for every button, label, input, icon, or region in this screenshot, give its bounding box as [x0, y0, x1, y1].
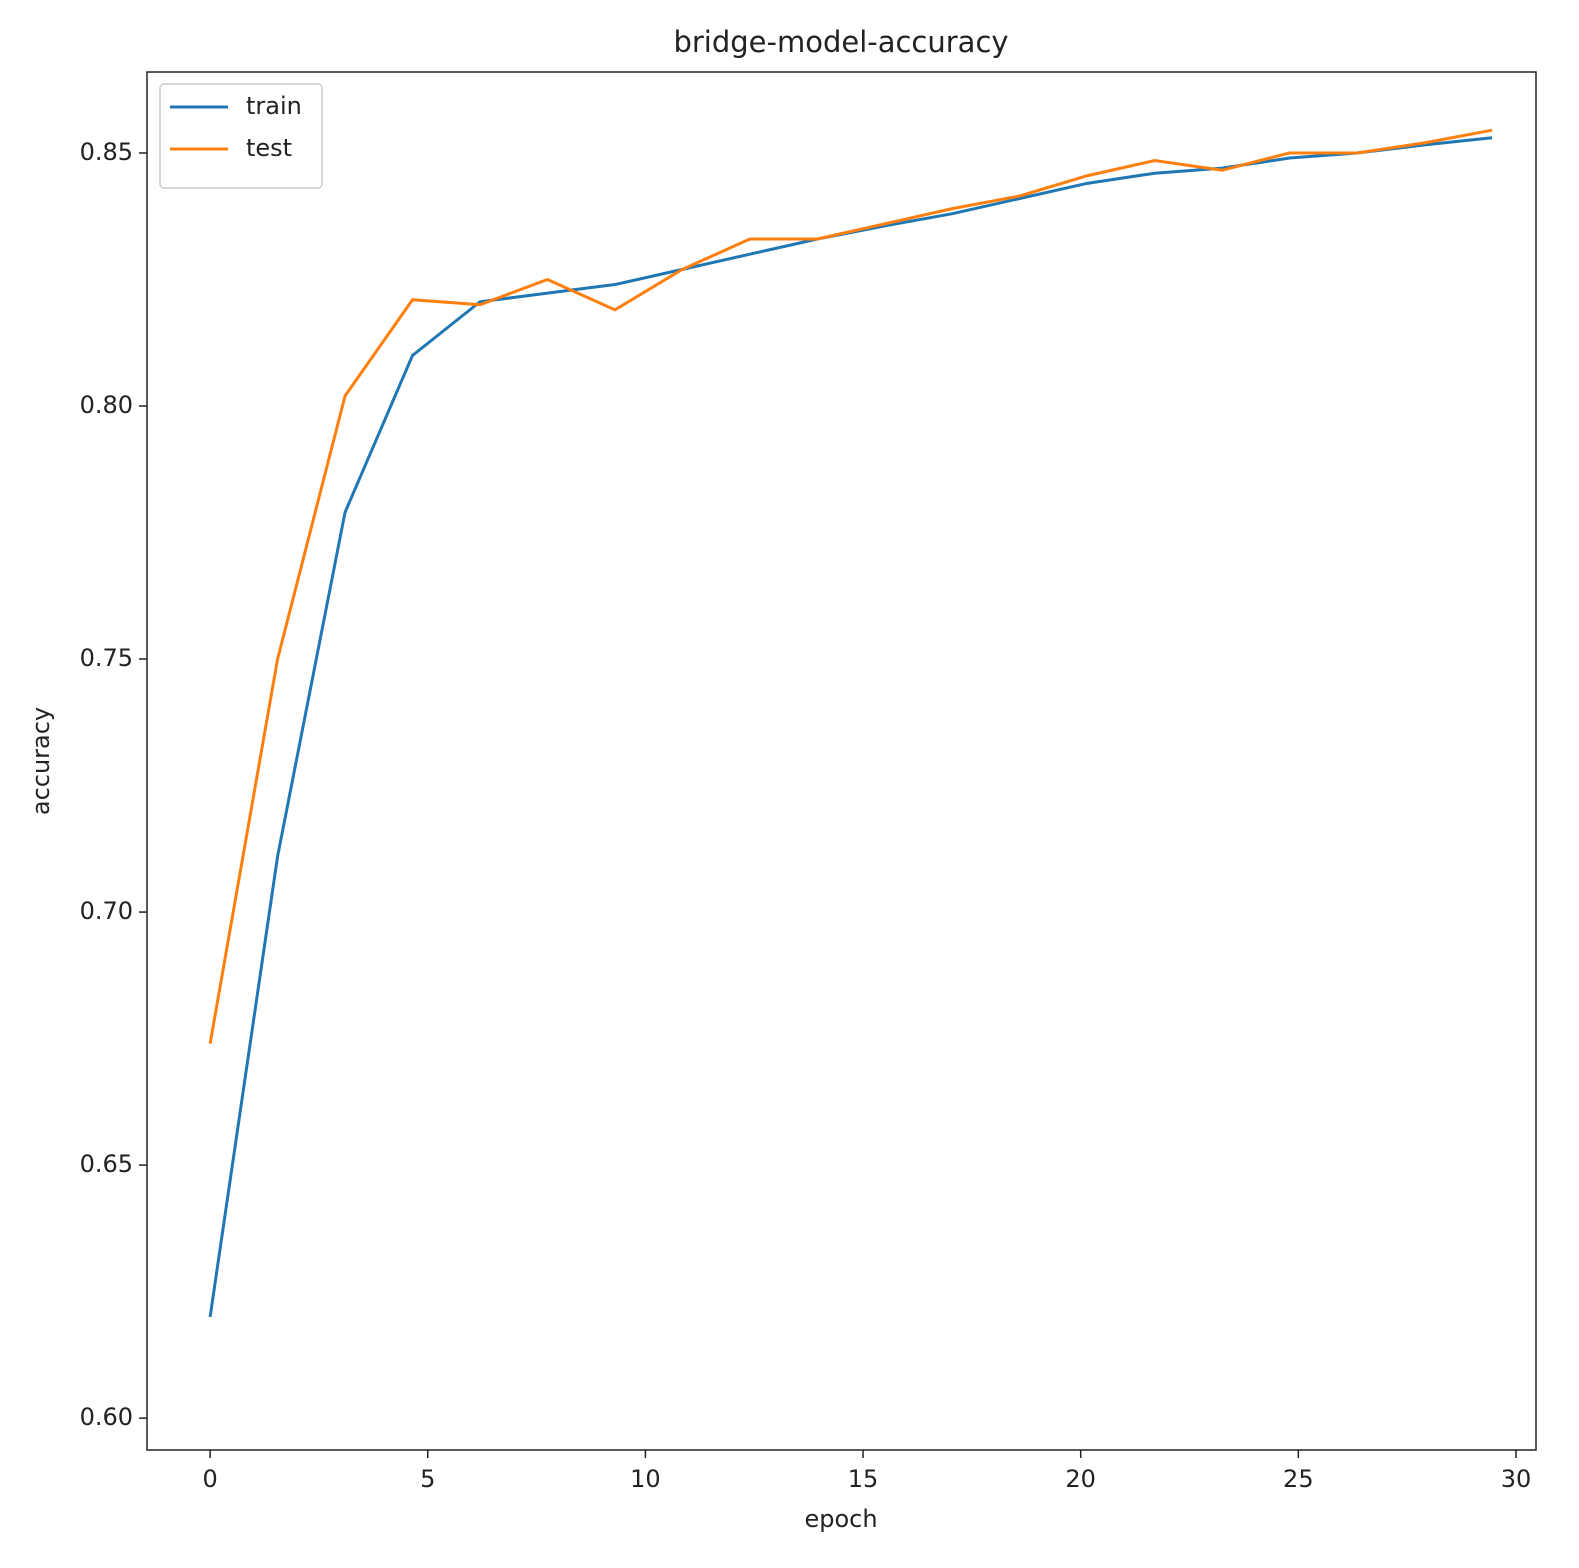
x-tick-label: 0: [202, 1465, 217, 1493]
x-tick-label: 5: [420, 1465, 435, 1493]
y-tick-label: 0.75: [80, 644, 133, 672]
x-tick-label: 10: [630, 1465, 661, 1493]
x-tick-label: 20: [1065, 1465, 1096, 1493]
x-tick-label: 30: [1501, 1465, 1532, 1493]
y-axis-label: accuracy: [27, 707, 55, 815]
y-tick-label: 0.80: [80, 391, 133, 419]
x-tick-label: 15: [848, 1465, 879, 1493]
series-line: [208, 128, 1493, 1044]
y-tick-label: 0.60: [80, 1403, 133, 1431]
y-tick-label: 0.65: [80, 1150, 133, 1178]
y-tick-label: 0.85: [80, 138, 133, 166]
plot-frame: [146, 71, 1537, 1451]
y-tick-label: 0.70: [80, 897, 133, 925]
legend-box: [159, 83, 323, 189]
legend-label: test: [246, 134, 292, 162]
x-axis-label: epoch: [804, 1505, 877, 1533]
legend-label: train: [246, 92, 302, 120]
chart-title: bridge-model-accuracy: [673, 25, 1008, 59]
x-tick-label: 25: [1283, 1465, 1314, 1493]
